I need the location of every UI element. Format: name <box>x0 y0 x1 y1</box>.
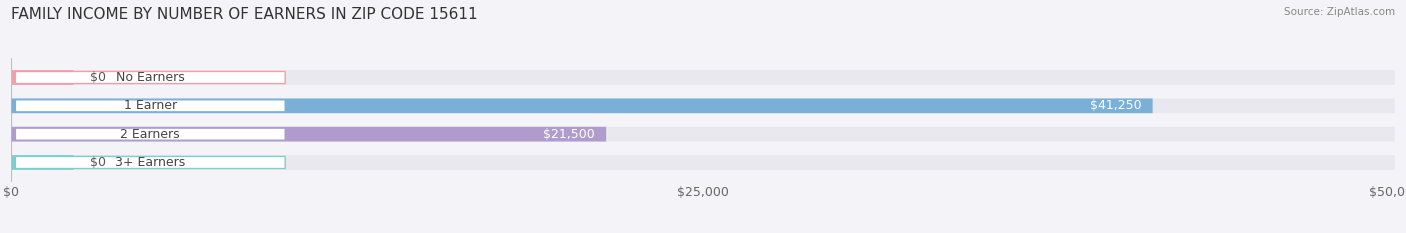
FancyBboxPatch shape <box>11 127 606 141</box>
Text: $0: $0 <box>90 71 105 84</box>
FancyBboxPatch shape <box>11 155 73 170</box>
Text: 2 Earners: 2 Earners <box>121 128 180 141</box>
Text: FAMILY INCOME BY NUMBER OF EARNERS IN ZIP CODE 15611: FAMILY INCOME BY NUMBER OF EARNERS IN ZI… <box>11 7 478 22</box>
Text: $41,250: $41,250 <box>1090 99 1142 112</box>
Text: $0: $0 <box>90 156 105 169</box>
FancyBboxPatch shape <box>15 156 285 168</box>
FancyBboxPatch shape <box>11 155 1395 170</box>
FancyBboxPatch shape <box>11 99 1395 113</box>
Text: Source: ZipAtlas.com: Source: ZipAtlas.com <box>1284 7 1395 17</box>
Text: 3+ Earners: 3+ Earners <box>115 156 186 169</box>
FancyBboxPatch shape <box>11 70 1395 85</box>
Text: 1 Earner: 1 Earner <box>124 99 177 112</box>
Text: $21,500: $21,500 <box>543 128 595 141</box>
FancyBboxPatch shape <box>15 72 285 84</box>
Text: No Earners: No Earners <box>115 71 184 84</box>
FancyBboxPatch shape <box>15 128 285 140</box>
FancyBboxPatch shape <box>11 99 1153 113</box>
FancyBboxPatch shape <box>11 127 1395 141</box>
FancyBboxPatch shape <box>11 70 73 85</box>
FancyBboxPatch shape <box>15 100 285 112</box>
